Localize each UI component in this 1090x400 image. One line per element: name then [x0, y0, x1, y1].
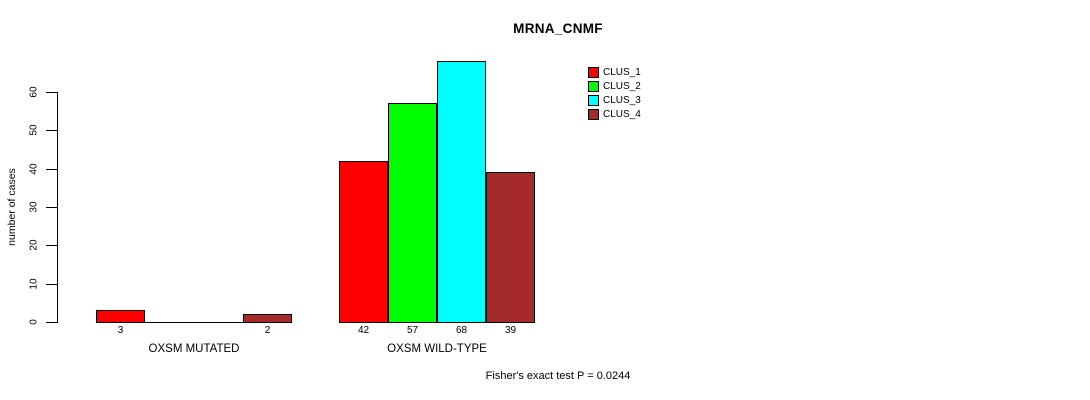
y-axis-line	[57, 92, 58, 323]
bar-clus_1	[96, 310, 145, 323]
bar-clus_2	[388, 103, 437, 323]
y-tick	[46, 207, 57, 208]
legend-label: CLUS_2	[603, 80, 641, 92]
legend-swatch-clus_1	[588, 66, 599, 78]
y-tick	[46, 245, 57, 247]
y-tick-label: 0	[28, 319, 40, 325]
x-category-label: OXSM WILD-TYPE	[387, 343, 487, 355]
bar-clus_3	[437, 61, 486, 323]
legend-label: CLUS_3	[603, 94, 641, 106]
bar-value-label: 42	[357, 325, 370, 336]
bar-value-label: 2	[264, 325, 271, 336]
legend-swatch-clus_3	[588, 94, 599, 106]
bar-value-label: 68	[455, 325, 468, 336]
chart-title: MRNA_CNMF	[513, 21, 603, 36]
y-tick	[46, 130, 57, 132]
legend-swatch-clus_2	[588, 80, 599, 92]
bar-zero-clus_2	[145, 322, 195, 323]
annotation-text: Fisher's exact test P = 0.0244	[485, 370, 631, 382]
bar-clus_1	[339, 161, 388, 323]
y-tick-label: 40	[28, 163, 40, 175]
legend-item: CLUS_2	[588, 79, 641, 93]
bar-value-label: 57	[406, 325, 419, 336]
y-tick-label: 50	[28, 124, 40, 136]
legend: CLUS_1 CLUS_2 CLUS_3 CLUS_4	[588, 65, 641, 121]
bar-value-label: 3	[117, 325, 124, 336]
legend-item: CLUS_1	[588, 65, 641, 79]
y-axis-label: number of cases	[6, 168, 18, 246]
bar-clus_4	[243, 314, 292, 323]
y-tick-label: 30	[28, 201, 40, 213]
y-tick	[46, 322, 57, 323]
y-tick	[46, 168, 57, 170]
legend-label: CLUS_4	[603, 108, 641, 120]
y-tick-label: 20	[28, 239, 40, 251]
bar-clus_4	[486, 172, 535, 323]
bar-zero-clus_3	[194, 322, 244, 323]
y-tick	[46, 92, 57, 93]
y-tick-label: 10	[28, 278, 40, 290]
legend-swatch-clus_4	[588, 108, 599, 120]
y-tick-label: 60	[28, 86, 40, 98]
legend-label: CLUS_1	[603, 66, 641, 78]
legend-item: CLUS_4	[588, 107, 641, 121]
legend-item: CLUS_3	[588, 93, 641, 107]
y-tick	[46, 283, 57, 285]
bar-value-label: 39	[504, 325, 517, 336]
x-category-label: OXSM MUTATED	[148, 343, 240, 355]
